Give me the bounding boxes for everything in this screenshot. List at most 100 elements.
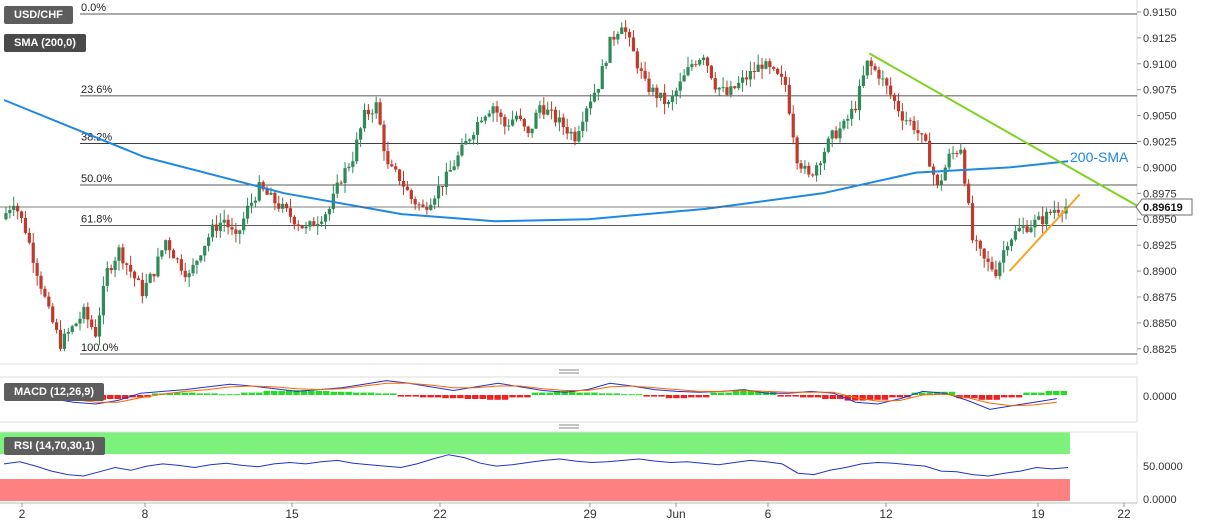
macd-bar-positive [919,392,926,395]
macd-bar-positive [174,392,181,395]
candle-body-up [160,250,164,257]
macd-bar-positive [345,391,352,395]
candle-body-up [514,115,519,120]
candle-body-down [93,326,98,337]
candle-body-down [125,263,129,265]
macd-bar-positive [747,390,755,395]
price-axis-ticks: 0.9150 0.9125 0.9100 0.9075 0.9050 0.9025 0.90… [1137,7,1177,356]
candle-body-down [47,296,51,307]
price-tick-label: 0.9125 [1143,33,1177,45]
candle-body-up [444,171,448,188]
macd-bar-positive [948,391,956,395]
candle-body-down [277,203,281,209]
symbol-badge[interactable]: USD/CHF [4,6,73,24]
rsi-panel: 50.0000 0.0000 [0,431,1183,506]
candle-body-up [717,87,721,90]
candle-body-up [436,186,441,199]
macd-bar-positive [1038,392,1045,395]
macd-bar-negative [881,395,889,400]
pane-separator-handle-2[interactable] [559,424,579,429]
candle-body-down [787,84,791,114]
macd-bar-positive [390,393,397,395]
time-tick-label: 12 [879,507,893,521]
candle-body-down [405,186,409,191]
candle-body-up [472,134,476,140]
candle-body-up [468,139,472,141]
macd-bar-positive [591,392,598,395]
macd-bar-positive [1030,392,1038,395]
candle-body-down [175,258,180,260]
candle-body-up [479,120,484,123]
candle-body-down [799,163,803,169]
macd-bar-positive [546,392,553,395]
candle-body-up [1037,216,1041,220]
candle-body-up [343,168,347,183]
macd-bar-negative [494,395,501,400]
candle-body-down [869,60,873,67]
pane-separator-handle[interactable] [559,369,579,374]
macd-bar-negative [427,395,434,398]
candle-body-down [503,116,507,127]
macd-bar-positive [375,393,382,395]
macd-bar-negative [1015,395,1023,398]
candle-body-down [647,78,651,92]
macd-bar-positive [337,391,345,395]
candle-body-down [553,109,558,123]
macd-bar-positive [188,392,196,395]
candle-body-up [838,128,842,139]
price-tick-label: 0.8925 [1143,240,1177,252]
candle-body-up [659,92,663,98]
sma-indicator-badge[interactable]: SMA (200,0) [4,34,86,52]
candle-body-up [1044,211,1049,225]
candle-body-down [183,270,187,278]
macd-bar-negative [777,395,784,397]
macd-bar-negative [412,395,419,397]
candle-body-down [955,153,959,155]
candle-body-up [861,75,865,87]
candle-body-up [756,64,760,72]
candle-body-up [464,140,468,145]
macd-bar-positive [248,392,256,395]
candle-body-down [561,117,565,128]
candle-body-down [573,131,577,142]
macd-bar-positive [285,390,293,395]
macd-bar-positive [1060,391,1067,395]
candle-body-down [51,306,55,323]
macd-bar-negative [464,395,472,399]
candle-body-down [312,221,316,227]
candle-body-down [43,288,47,297]
macd-bar-positive [166,393,174,395]
time-tick-label: 22 [1117,507,1131,521]
price-tick-label: 0.8975 [1143,188,1177,200]
candle-body-down [772,67,776,69]
candle-body-down [834,130,838,139]
macd-bar-negative [993,395,1000,400]
candle-body-down [179,259,183,271]
macd-bar-positive [1023,392,1030,395]
candle-body-up [207,237,211,246]
macd-indicator-badge[interactable]: MACD (12,26,9) [4,383,105,401]
candle-body-down [811,174,815,176]
macd-bar-positive [323,391,330,395]
macd-bar-negative [434,395,442,398]
candle-body-up [187,273,191,278]
candle-body-down [705,57,710,66]
candle-body-up [269,192,273,195]
resistance-trendline [868,52,1151,214]
candle-body-down [768,61,772,68]
candle-body-up [456,155,460,167]
last-price-value: 0.89619 [1143,202,1183,214]
price-tick-label: 0.8900 [1143,266,1177,278]
candle-body-up [199,255,203,261]
candle-body-up [865,60,869,76]
macd-bar-negative [419,395,427,398]
candle-body-up [850,108,854,119]
time-tick-label: 8 [142,507,149,521]
macd-bar-positive [568,391,576,395]
macd-bar-negative [472,395,479,399]
candle-body-down [967,183,971,204]
candle-body-up [951,153,955,155]
rsi-indicator-badge[interactable]: RSI (14,70,30,1) [4,437,105,455]
candle-body-up [822,151,827,164]
